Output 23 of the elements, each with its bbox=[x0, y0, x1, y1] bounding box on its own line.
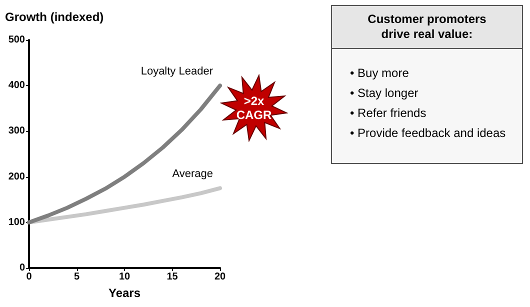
y-tick-label: 200 bbox=[8, 171, 26, 182]
series-label: Loyalty Leader bbox=[140, 66, 214, 78]
line-series bbox=[27, 84, 222, 224]
y-tick-label: 100 bbox=[8, 216, 26, 228]
x-tick-label: 10 bbox=[118, 272, 130, 282]
y-tick-label: 0 bbox=[19, 262, 26, 274]
x-tick-label: 0 bbox=[26, 272, 32, 282]
series-label: Average bbox=[172, 168, 213, 180]
line-series bbox=[27, 186, 222, 224]
text: • Provide feedback and ideas bbox=[350, 125, 507, 142]
text: Customer promoters drive real value: bbox=[332, 6, 522, 49]
x-tick-label: 5 bbox=[74, 272, 80, 282]
y-tick-label: 300 bbox=[8, 126, 26, 137]
y-tick-label: 400 bbox=[8, 80, 26, 92]
x-axis-title: Years bbox=[108, 286, 141, 300]
x-tick-label: 20 bbox=[214, 272, 226, 282]
text: >2x CAGR bbox=[235, 94, 273, 122]
text: • Refer friends bbox=[350, 105, 428, 122]
text: • Buy more bbox=[350, 65, 410, 82]
y-tick-label: 500 bbox=[8, 34, 26, 46]
x-tick-label: 15 bbox=[166, 272, 178, 282]
text: • Stay longer bbox=[350, 85, 420, 102]
chart-title: Growth (indexed) bbox=[5, 10, 104, 24]
